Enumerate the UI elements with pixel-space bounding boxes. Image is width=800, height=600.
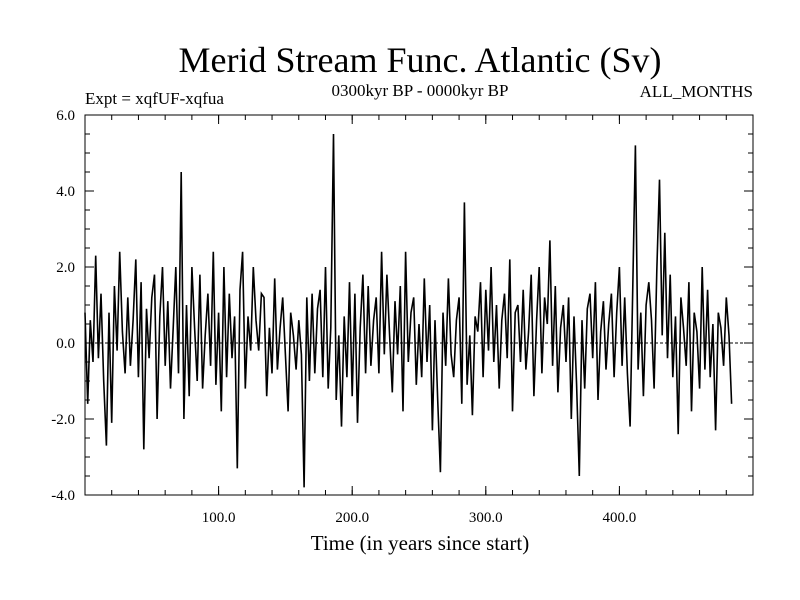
plot-frame [84,114,754,496]
y-tick-label: 0.0 [56,336,75,352]
series-group [84,133,733,488]
y-tick-label: 4.0 [56,184,75,200]
x-tick-label: 200.0 [335,510,369,526]
experiment-label: Expt = xqfUF-xqfua [85,89,224,108]
chart-title: Merid Stream Func. Atlantic (Sv) [179,40,662,80]
x-tick-label: 300.0 [469,510,503,526]
y-tick-label: 6.0 [56,108,75,124]
y-tick-label: -4.0 [51,488,75,504]
x-axis-label: Time (in years since start) [311,531,530,555]
x-tick-label: 100.0 [202,510,236,526]
x-tick-label: 400.0 [603,510,637,526]
y-tick-label: -2.0 [51,412,75,428]
months-label: ALL_MONTHS [640,82,753,101]
time-range-label: 0300kyr BP - 0000kyr BP [332,81,509,100]
series-line-0 [84,133,733,488]
y-tick-label: 2.0 [56,260,75,276]
y-axis: 6.0 4.0 2.0 0.0 -2.0 -4.0 [51,108,753,504]
x-axis: 100.0 200.0 300.0 400.0 [111,115,727,526]
